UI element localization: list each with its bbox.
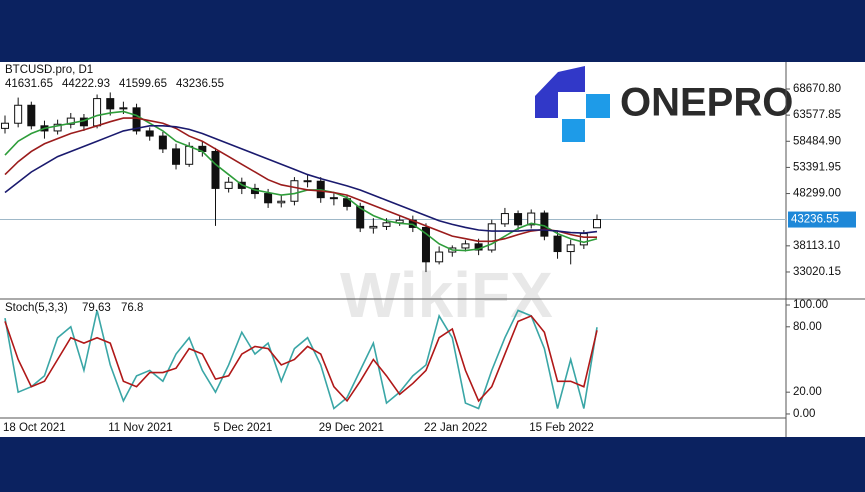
y-tick-label: 80.00 (793, 321, 822, 333)
chart-title: BTCUSD.pro, D1 (5, 64, 93, 76)
candle-body (356, 205, 365, 229)
logo-icon (535, 66, 610, 142)
ohlc-value: 41599.65 (119, 78, 167, 90)
line (4, 117, 597, 243)
candle-body (593, 219, 601, 229)
candle-body (172, 148, 181, 165)
candle-body (106, 98, 115, 110)
ohlc-value: 41631.65 (5, 78, 53, 90)
candle-body (119, 107, 128, 110)
x-tick-label: 22 Jan 2022 (424, 422, 487, 434)
candle-body (527, 212, 536, 226)
candle-body (514, 213, 523, 226)
y-tick-label: 48299.00 (793, 188, 841, 200)
line (4, 314, 598, 403)
x-tick-label: 5 Dec 2021 (213, 422, 272, 434)
y-tick-label: 38113.10 (793, 240, 840, 252)
y-tick-label: 53391.95 (793, 161, 841, 173)
candle-body (14, 104, 23, 124)
line (4, 124, 598, 234)
line (4, 309, 598, 410)
candle-body (290, 180, 299, 202)
candle-body (500, 213, 509, 225)
candle-body (145, 130, 154, 137)
candle-body (224, 181, 233, 189)
candle-body (382, 222, 391, 227)
candle-body (185, 145, 194, 165)
candle-body (264, 193, 273, 204)
candle-body (1, 122, 9, 129)
candle-body (421, 226, 430, 263)
y-tick-label: 63577.85 (793, 109, 841, 121)
candle-body (66, 117, 75, 125)
candle-body (369, 225, 378, 229)
price-badge-label: 43236.55 (791, 214, 839, 226)
logo-text: ONEPRO (620, 81, 793, 125)
candle-body (579, 233, 588, 246)
candle-body (27, 104, 36, 127)
chart-area (0, 62, 865, 437)
y-tick-label: 33020.15 (793, 266, 841, 278)
y-tick-label: 20.00 (793, 386, 822, 398)
candle-body (487, 223, 496, 251)
candle-body (303, 180, 312, 183)
x-tick-label: 11 Nov 2021 (108, 422, 172, 434)
candle-body (566, 244, 575, 253)
candle-body (158, 135, 167, 150)
stoch-value: 76.8 (121, 302, 143, 314)
x-tick-label: 18 Oct 2021 (3, 422, 66, 434)
y-tick-label: 100.00 (793, 299, 828, 311)
candle-body (343, 198, 352, 207)
price-badge (788, 211, 856, 228)
candle-body (211, 150, 220, 189)
x-tick-label: 15 Feb 2022 (529, 422, 594, 434)
candle-body (329, 197, 338, 200)
candle-body (93, 98, 102, 127)
candle-body (435, 251, 444, 263)
y-tick-label: 68670.80 (793, 83, 841, 95)
y-tick-label: 0.00 (793, 408, 815, 420)
stoch-title: Stoch(5,3,3) (5, 302, 68, 314)
stoch-value: 79.63 (82, 302, 111, 314)
watermark: WikiFX (340, 259, 553, 331)
candle-body (277, 200, 286, 204)
y-tick-label: 58484.90 (793, 135, 841, 147)
x-tick-label: 29 Dec 2021 (319, 422, 384, 434)
candle-body (53, 123, 62, 132)
candle-body (461, 243, 470, 249)
ohlc-value: 44222.93 (62, 78, 110, 90)
ohlc-value: 43236.55 (176, 78, 224, 90)
candle-body (553, 235, 562, 253)
